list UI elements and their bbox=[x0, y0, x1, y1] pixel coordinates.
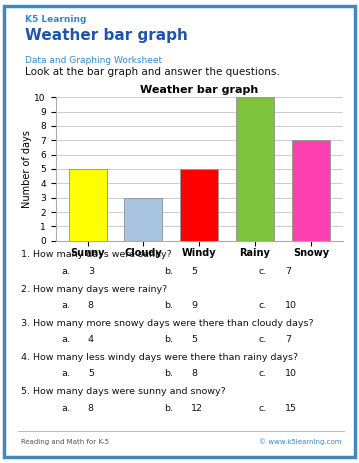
Text: b.: b. bbox=[164, 335, 174, 344]
Text: b.: b. bbox=[164, 369, 174, 378]
Text: c.: c. bbox=[258, 369, 266, 378]
Text: c.: c. bbox=[258, 301, 266, 310]
Bar bbox=[125, 198, 162, 241]
Text: Data and Graphing Worksheet: Data and Graphing Worksheet bbox=[25, 56, 162, 65]
Text: c.: c. bbox=[258, 404, 266, 413]
Text: a.: a. bbox=[61, 301, 70, 310]
Text: 3: 3 bbox=[88, 267, 94, 275]
Text: © www.k5learning.com: © www.k5learning.com bbox=[259, 439, 341, 445]
Text: 2. How many days were rainy?: 2. How many days were rainy? bbox=[21, 285, 167, 294]
Text: 5. How many days were sunny and snowy?: 5. How many days were sunny and snowy? bbox=[21, 388, 226, 396]
Text: 7: 7 bbox=[285, 267, 291, 275]
Text: 12: 12 bbox=[191, 404, 203, 413]
Text: 8: 8 bbox=[88, 301, 94, 310]
Bar bbox=[236, 97, 274, 241]
Text: b.: b. bbox=[164, 301, 174, 310]
Text: c.: c. bbox=[258, 335, 266, 344]
Text: a.: a. bbox=[61, 404, 70, 413]
Text: a.: a. bbox=[61, 267, 70, 275]
Bar bbox=[180, 169, 218, 241]
Text: K5 Learning: K5 Learning bbox=[25, 15, 87, 24]
Text: c.: c. bbox=[258, 267, 266, 275]
Text: Reading and Math for K-5: Reading and Math for K-5 bbox=[21, 439, 109, 445]
Text: 5: 5 bbox=[191, 267, 197, 275]
Text: a.: a. bbox=[61, 335, 70, 344]
Text: 10: 10 bbox=[285, 301, 297, 310]
Text: 5: 5 bbox=[88, 369, 94, 378]
Bar bbox=[292, 140, 330, 241]
Title: Weather bar graph: Weather bar graph bbox=[140, 85, 258, 95]
Text: 7: 7 bbox=[285, 335, 291, 344]
Text: 4. How many less windy days were there than rainy days?: 4. How many less windy days were there t… bbox=[21, 353, 298, 362]
Text: 8: 8 bbox=[191, 369, 197, 378]
Text: 8: 8 bbox=[88, 404, 94, 413]
Text: 4: 4 bbox=[88, 335, 94, 344]
Y-axis label: Number of days: Number of days bbox=[22, 130, 32, 208]
Text: b.: b. bbox=[164, 267, 174, 275]
Text: 15: 15 bbox=[285, 404, 297, 413]
Text: Look at the bar graph and answer the questions.: Look at the bar graph and answer the que… bbox=[25, 67, 280, 77]
Text: Weather bar graph: Weather bar graph bbox=[25, 28, 188, 43]
Text: 9: 9 bbox=[191, 301, 197, 310]
Text: 10: 10 bbox=[285, 369, 297, 378]
Text: a.: a. bbox=[61, 369, 70, 378]
Text: 5: 5 bbox=[191, 335, 197, 344]
Bar bbox=[69, 169, 107, 241]
Text: b.: b. bbox=[164, 404, 174, 413]
Text: 1. How many days were sunny?: 1. How many days were sunny? bbox=[21, 250, 172, 259]
Text: 3. How many more snowy days were there than cloudy days?: 3. How many more snowy days were there t… bbox=[21, 319, 314, 328]
